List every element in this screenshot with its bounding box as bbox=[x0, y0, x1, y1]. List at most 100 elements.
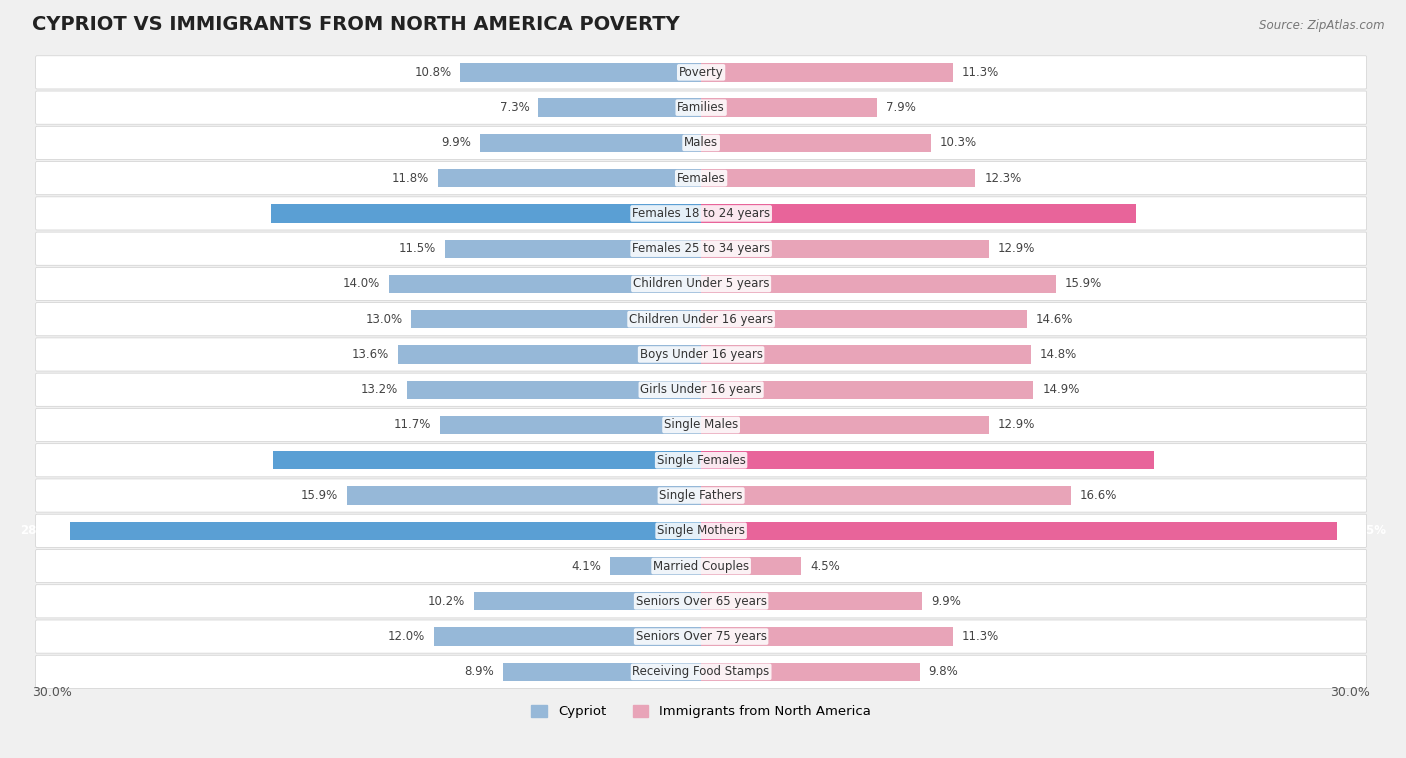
Bar bbox=[70, 522, 702, 540]
Bar bbox=[702, 628, 953, 646]
Bar bbox=[406, 381, 702, 399]
FancyBboxPatch shape bbox=[35, 91, 1367, 124]
Bar bbox=[439, 169, 702, 187]
Text: 16.6%: 16.6% bbox=[1080, 489, 1118, 502]
Text: 15.9%: 15.9% bbox=[1064, 277, 1102, 290]
Bar bbox=[474, 592, 702, 610]
Bar bbox=[702, 274, 1056, 293]
Text: 13.0%: 13.0% bbox=[366, 313, 402, 326]
Text: Females 18 to 24 years: Females 18 to 24 years bbox=[633, 207, 770, 220]
Bar bbox=[273, 451, 702, 469]
Text: 30.0%: 30.0% bbox=[32, 687, 72, 700]
Text: Married Couples: Married Couples bbox=[652, 559, 749, 572]
Text: 19.2%: 19.2% bbox=[224, 454, 264, 467]
Bar bbox=[702, 451, 1154, 469]
Text: 7.3%: 7.3% bbox=[499, 101, 530, 114]
Text: 12.9%: 12.9% bbox=[998, 242, 1035, 255]
Bar bbox=[702, 310, 1026, 328]
Bar bbox=[460, 63, 702, 82]
Bar bbox=[702, 522, 1337, 540]
Text: 10.8%: 10.8% bbox=[415, 66, 451, 79]
Text: 30.0%: 30.0% bbox=[1330, 687, 1369, 700]
Text: Single Mothers: Single Mothers bbox=[657, 525, 745, 537]
Bar bbox=[389, 274, 702, 293]
Text: Families: Families bbox=[678, 101, 725, 114]
Bar bbox=[702, 63, 953, 82]
FancyBboxPatch shape bbox=[35, 443, 1367, 477]
FancyBboxPatch shape bbox=[35, 620, 1367, 653]
Text: Single Males: Single Males bbox=[664, 418, 738, 431]
FancyBboxPatch shape bbox=[35, 56, 1367, 89]
Bar bbox=[702, 99, 877, 117]
Bar bbox=[440, 416, 702, 434]
Text: CYPRIOT VS IMMIGRANTS FROM NORTH AMERICA POVERTY: CYPRIOT VS IMMIGRANTS FROM NORTH AMERICA… bbox=[32, 15, 681, 34]
Text: 20.3%: 20.3% bbox=[1163, 454, 1204, 467]
Text: 9.9%: 9.9% bbox=[931, 595, 960, 608]
Text: 12.3%: 12.3% bbox=[984, 171, 1022, 185]
Bar bbox=[271, 204, 702, 223]
Bar bbox=[702, 557, 801, 575]
Text: 19.3%: 19.3% bbox=[221, 207, 262, 220]
Text: 11.3%: 11.3% bbox=[962, 66, 1000, 79]
Text: 13.2%: 13.2% bbox=[361, 384, 398, 396]
Text: 13.6%: 13.6% bbox=[352, 348, 389, 361]
Text: Source: ZipAtlas.com: Source: ZipAtlas.com bbox=[1260, 19, 1385, 32]
Bar bbox=[702, 592, 922, 610]
Bar bbox=[481, 133, 702, 152]
Text: 9.9%: 9.9% bbox=[441, 136, 471, 149]
Text: Females: Females bbox=[676, 171, 725, 185]
Text: 28.3%: 28.3% bbox=[20, 525, 62, 537]
Bar bbox=[433, 628, 702, 646]
Bar bbox=[412, 310, 702, 328]
Text: Seniors Over 65 years: Seniors Over 65 years bbox=[636, 595, 766, 608]
Text: Single Fathers: Single Fathers bbox=[659, 489, 742, 502]
FancyBboxPatch shape bbox=[35, 584, 1367, 618]
Bar bbox=[398, 346, 702, 364]
FancyBboxPatch shape bbox=[35, 232, 1367, 265]
Text: 10.2%: 10.2% bbox=[427, 595, 465, 608]
Text: Boys Under 16 years: Boys Under 16 years bbox=[640, 348, 762, 361]
Bar bbox=[702, 487, 1071, 505]
Text: 9.8%: 9.8% bbox=[928, 666, 959, 678]
Text: 11.3%: 11.3% bbox=[962, 630, 1000, 643]
Text: 15.9%: 15.9% bbox=[301, 489, 337, 502]
Text: 14.0%: 14.0% bbox=[343, 277, 380, 290]
Text: 12.0%: 12.0% bbox=[388, 630, 425, 643]
Text: 11.5%: 11.5% bbox=[398, 242, 436, 255]
Legend: Cypriot, Immigrants from North America: Cypriot, Immigrants from North America bbox=[526, 700, 876, 724]
Bar bbox=[702, 662, 920, 681]
Text: Girls Under 16 years: Girls Under 16 years bbox=[640, 384, 762, 396]
Bar bbox=[702, 346, 1031, 364]
Text: Children Under 16 years: Children Under 16 years bbox=[628, 313, 773, 326]
FancyBboxPatch shape bbox=[35, 268, 1367, 300]
Text: 14.8%: 14.8% bbox=[1040, 348, 1077, 361]
Text: Females 25 to 34 years: Females 25 to 34 years bbox=[633, 242, 770, 255]
Text: 19.5%: 19.5% bbox=[1144, 207, 1185, 220]
Bar bbox=[538, 99, 702, 117]
Text: Poverty: Poverty bbox=[679, 66, 724, 79]
Text: 11.7%: 11.7% bbox=[394, 418, 432, 431]
Bar bbox=[702, 240, 988, 258]
FancyBboxPatch shape bbox=[35, 161, 1367, 195]
Text: Children Under 5 years: Children Under 5 years bbox=[633, 277, 769, 290]
Text: Receiving Food Stamps: Receiving Food Stamps bbox=[633, 666, 769, 678]
FancyBboxPatch shape bbox=[35, 302, 1367, 336]
Text: Single Females: Single Females bbox=[657, 454, 745, 467]
FancyBboxPatch shape bbox=[35, 127, 1367, 159]
FancyBboxPatch shape bbox=[35, 514, 1367, 547]
Text: 28.5%: 28.5% bbox=[1346, 525, 1386, 537]
Text: 14.6%: 14.6% bbox=[1036, 313, 1073, 326]
Bar bbox=[610, 557, 702, 575]
Bar bbox=[702, 416, 988, 434]
Text: Seniors Over 75 years: Seniors Over 75 years bbox=[636, 630, 766, 643]
FancyBboxPatch shape bbox=[35, 338, 1367, 371]
FancyBboxPatch shape bbox=[35, 655, 1367, 688]
FancyBboxPatch shape bbox=[35, 409, 1367, 442]
Text: 4.5%: 4.5% bbox=[810, 559, 841, 572]
Text: 8.9%: 8.9% bbox=[464, 666, 494, 678]
Text: 11.8%: 11.8% bbox=[392, 171, 429, 185]
FancyBboxPatch shape bbox=[35, 479, 1367, 512]
Text: 10.3%: 10.3% bbox=[939, 136, 977, 149]
Bar bbox=[702, 133, 931, 152]
Bar bbox=[702, 381, 1033, 399]
